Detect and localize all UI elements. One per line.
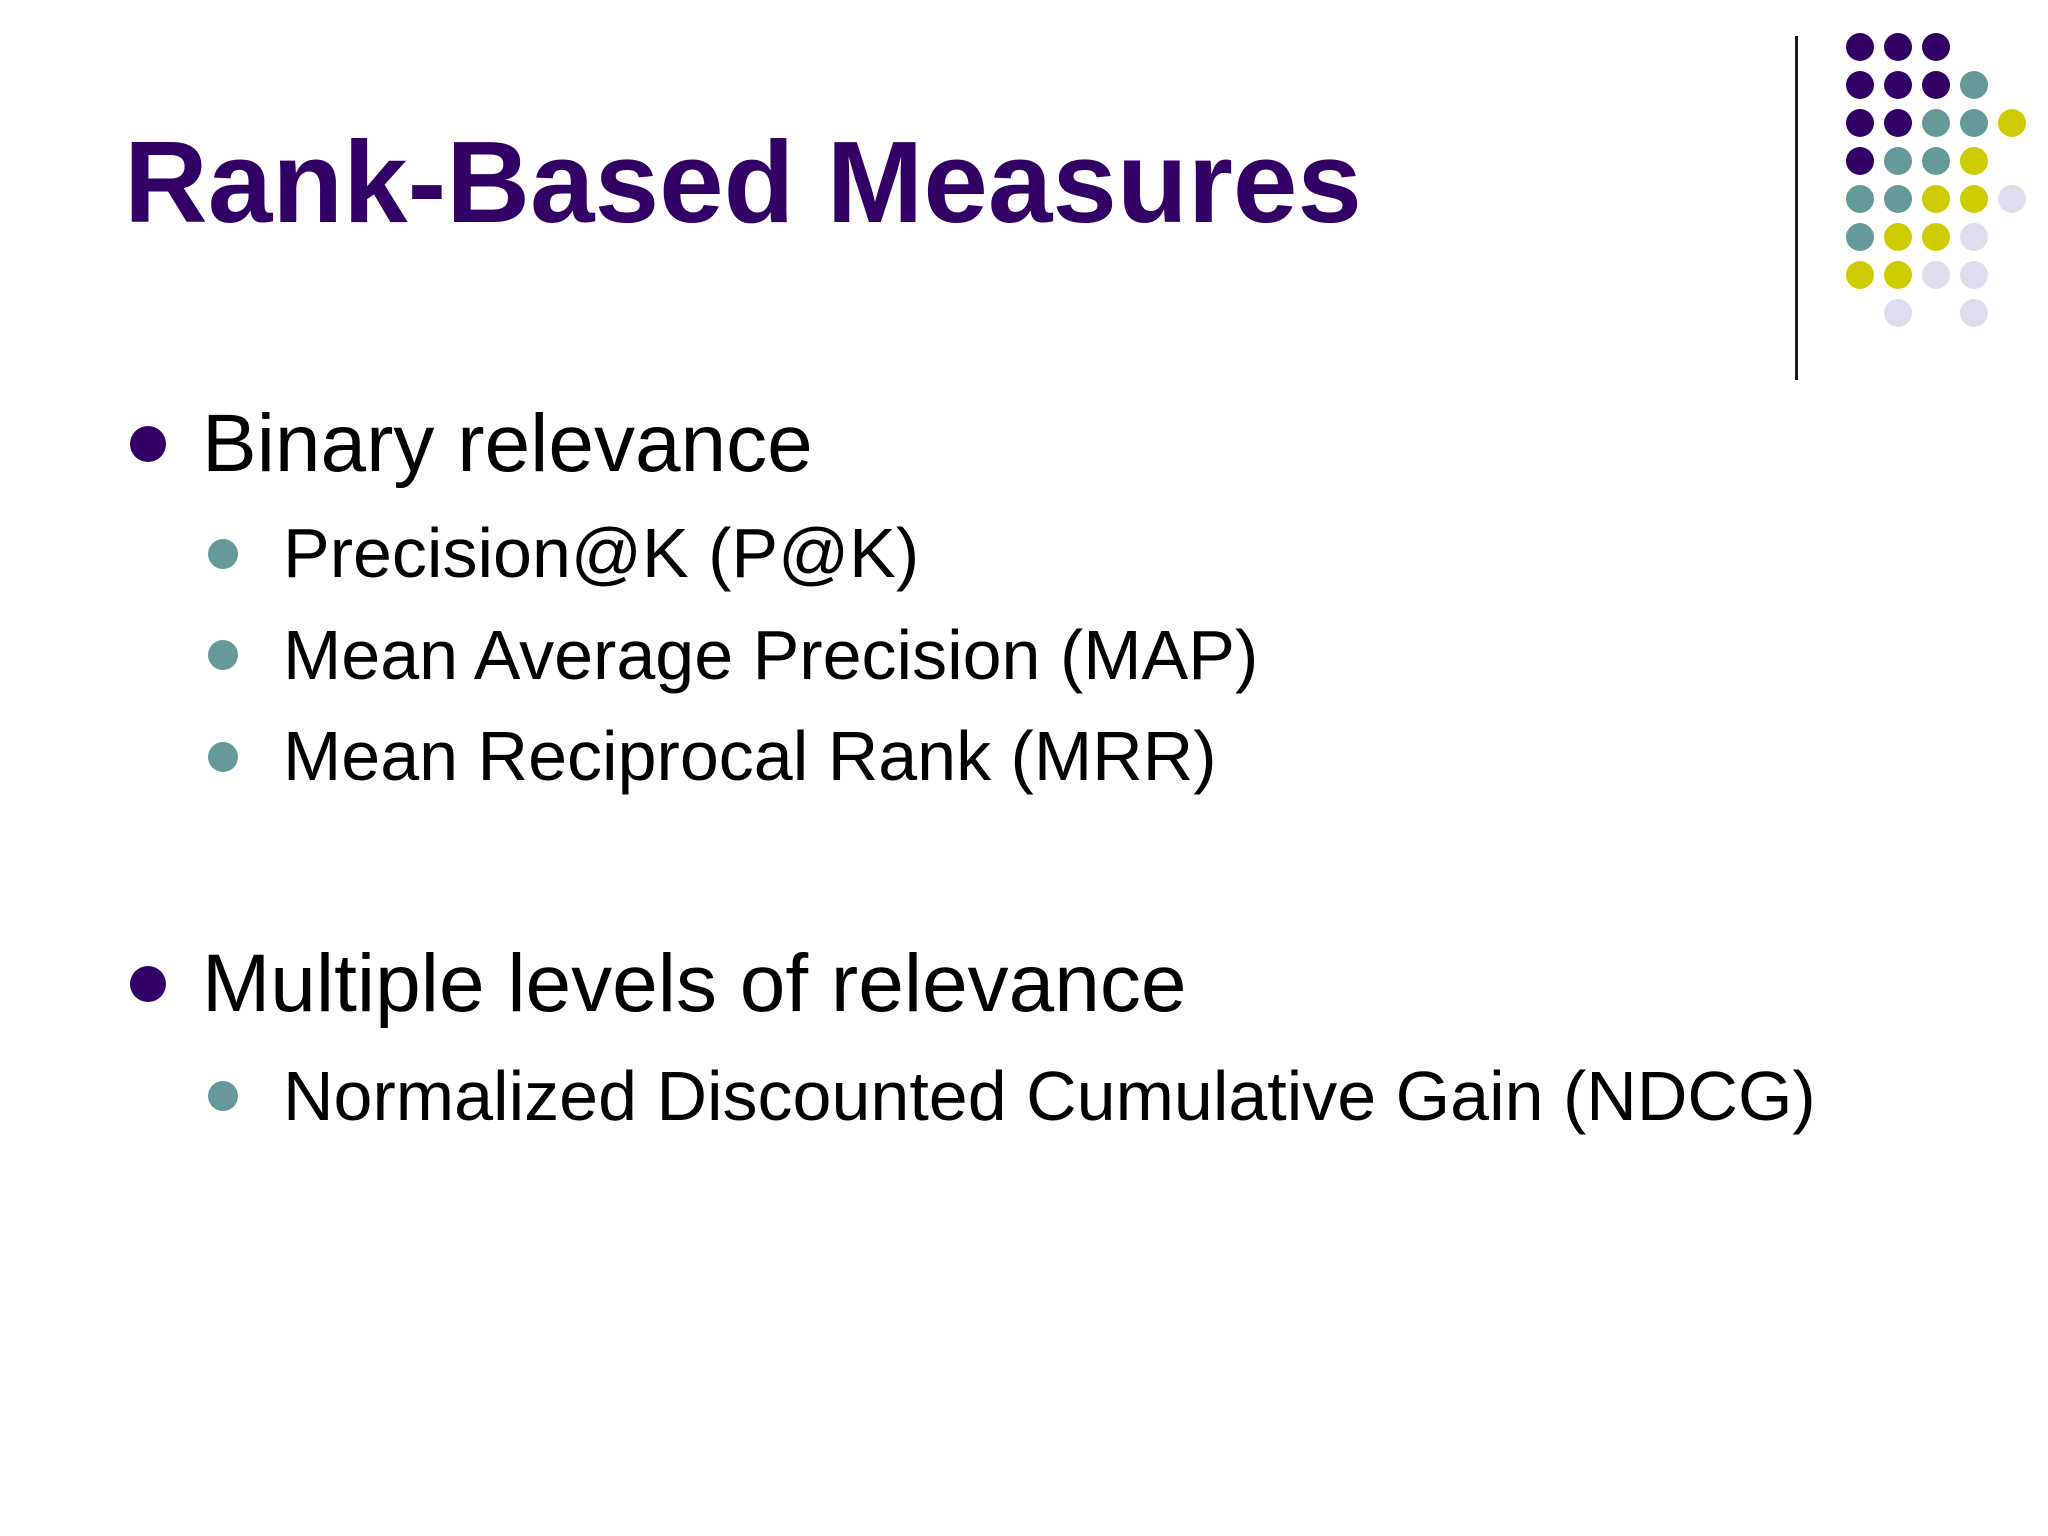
decorative-dot-icon xyxy=(1846,109,1874,137)
decorative-dot-icon xyxy=(1884,299,1912,327)
decorative-dot-icon xyxy=(1922,109,1950,137)
vertical-divider xyxy=(1795,36,1798,380)
decorative-dot-icon xyxy=(1846,147,1874,175)
bullet-heading: Multiple levels of relevance xyxy=(202,938,1187,1029)
decorative-dot-icon xyxy=(1998,185,2026,213)
decorative-dot-icon xyxy=(1884,261,1912,289)
decorative-dot-icon xyxy=(1846,223,1874,251)
decorative-dot-icon xyxy=(1884,223,1912,251)
decorative-dot-icon xyxy=(1922,147,1950,175)
sub-bullet-text: Normalized Discounted Cumulative Gain (N… xyxy=(283,1057,1816,1135)
decorative-dot-icon xyxy=(1884,147,1912,175)
decorative-dot-icon xyxy=(1922,33,1950,61)
decorative-dot-icon xyxy=(1922,261,1950,289)
decorative-dot-icon xyxy=(1884,71,1912,99)
decorative-dot-icon xyxy=(1960,185,1988,213)
decorative-dot-icon xyxy=(1960,261,1988,289)
bullet-dot-icon xyxy=(130,966,166,1002)
decorative-dot-icon xyxy=(1846,185,1874,213)
sub-bullet-dot-icon xyxy=(208,640,238,670)
decorative-dot-icon xyxy=(1884,185,1912,213)
decorative-dot-icon xyxy=(1884,33,1912,61)
decorative-dot-icon xyxy=(1960,223,1988,251)
sub-bullet-text: Mean Reciprocal Rank (MRR) xyxy=(283,717,1217,795)
decorative-dot-icon xyxy=(1960,147,1988,175)
decorative-dot-icon xyxy=(1846,261,1874,289)
bullet-dot-icon xyxy=(130,426,166,462)
sub-bullet-text: Mean Average Precision (MAP) xyxy=(283,616,1259,694)
slide-title: Rank-Based Measures xyxy=(124,117,1362,247)
decorative-dot-icon xyxy=(1960,299,1988,327)
decorative-dot-icon xyxy=(1960,71,1988,99)
decorative-dot-icon xyxy=(1846,33,1874,61)
decorative-dot-icon xyxy=(1922,71,1950,99)
decorative-dot-icon xyxy=(1960,109,1988,137)
decorative-dot-icon xyxy=(1922,223,1950,251)
decorative-dot-icon xyxy=(1998,109,2026,137)
decorative-dot-icon xyxy=(1884,109,1912,137)
sub-bullet-dot-icon xyxy=(208,539,238,569)
sub-bullet-dot-icon xyxy=(208,1081,238,1111)
sub-bullet-dot-icon xyxy=(208,742,238,772)
bullet-heading: Binary relevance xyxy=(202,398,813,489)
sub-bullet-text: Precision@K (P@K) xyxy=(283,514,920,592)
decorative-dot-icon xyxy=(1846,71,1874,99)
decorative-dot-icon xyxy=(1922,185,1950,213)
